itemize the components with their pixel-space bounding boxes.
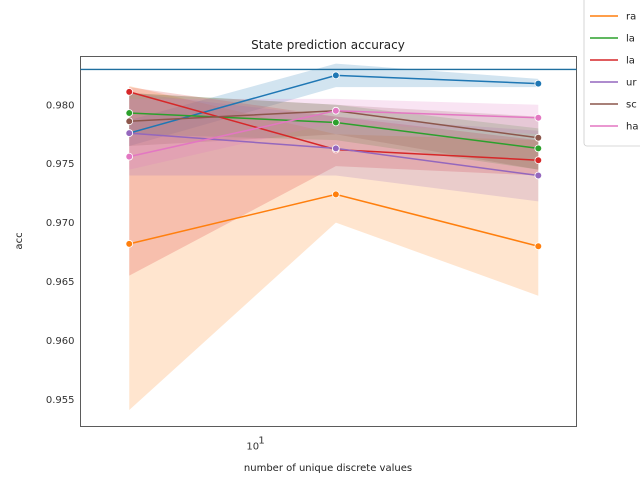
- x-tick-label: 10: [246, 442, 259, 453]
- data-point: [332, 118, 340, 127]
- data-point: [534, 242, 543, 251]
- data-point: [534, 113, 543, 122]
- data-point: [125, 240, 134, 248]
- legend-label: ha: [626, 122, 638, 133]
- legend-label: ra: [626, 12, 636, 23]
- y-tick-label: 0.955: [46, 395, 75, 406]
- data-point: [125, 109, 134, 117]
- data-point: [534, 79, 543, 88]
- y-tick-label: 0.975: [46, 159, 75, 170]
- plot-area: [80, 56, 577, 427]
- y-axis-ticks: 0.955 0.960 0.965 0.970 0.975 0.980: [46, 100, 75, 406]
- legend-label: ur: [626, 78, 637, 89]
- x-axis-ticks: 101: [246, 436, 264, 453]
- confidence-band: [129, 93, 539, 170]
- data-point: [125, 88, 134, 96]
- legend-label: la: [626, 56, 635, 67]
- y-tick-label: 0.980: [46, 100, 75, 111]
- x-tick-exponent: 1: [258, 436, 264, 447]
- data-point: [125, 117, 134, 126]
- chart-title: State prediction accuracy: [251, 38, 405, 52]
- data-point: [534, 134, 543, 142]
- data-point: [332, 71, 340, 80]
- series-points: [125, 71, 543, 251]
- confidence-band: [129, 63, 539, 147]
- confidence-band: [129, 93, 539, 170]
- data-point: [534, 171, 543, 180]
- data-point: [534, 144, 543, 153]
- x-axis-label: number of unique discrete values: [244, 463, 412, 474]
- data-point: [125, 129, 134, 137]
- legend-label: la: [626, 34, 635, 45]
- y-axis-label: acc: [14, 232, 25, 249]
- y-tick-label: 0.960: [46, 336, 75, 347]
- legend: ra la la ur sc ha: [583, 0, 640, 147]
- y-tick-label: 0.965: [46, 277, 75, 288]
- data-point: [332, 106, 340, 115]
- legend-frame: [583, 0, 640, 147]
- data-point: [332, 144, 340, 153]
- y-tick-label: 0.970: [46, 218, 75, 229]
- confidence-band: [129, 85, 539, 411]
- data-point: [125, 152, 134, 161]
- data-point: [534, 156, 543, 164]
- data-point: [332, 190, 340, 199]
- legend-label: sc: [626, 100, 637, 111]
